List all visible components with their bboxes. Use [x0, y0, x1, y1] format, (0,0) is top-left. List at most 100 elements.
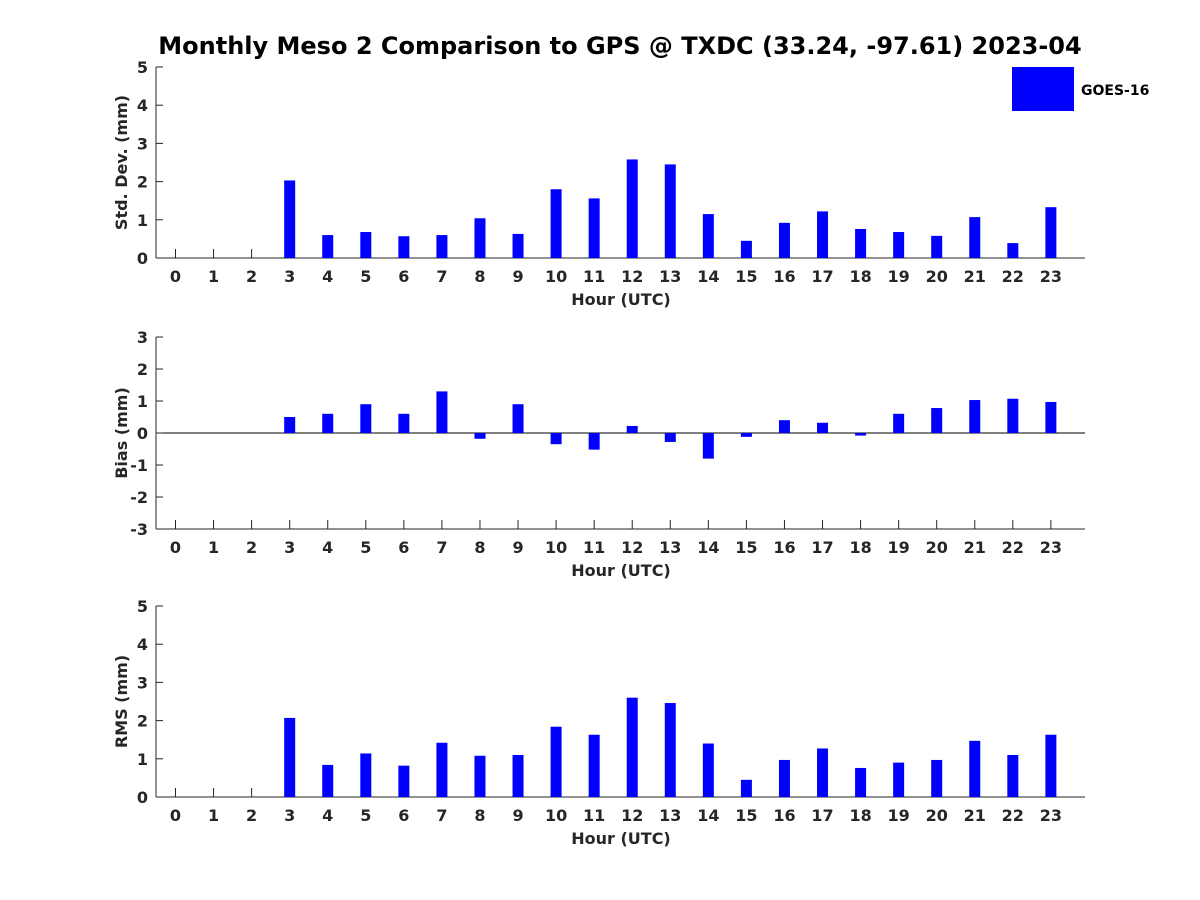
legend: GOES-16 [1012, 67, 1149, 111]
rms-xtick-label: 12 [621, 806, 643, 825]
bias-bar [474, 433, 486, 439]
rms-bar [702, 743, 714, 797]
stddev-xlabel: Hour (UTC) [571, 290, 671, 309]
figure-title: Monthly Meso 2 Comparison to GPS @ TXDC … [158, 32, 1081, 60]
bias-ytick-label: 0 [137, 424, 148, 443]
rms-bar [931, 759, 943, 797]
bias-ytick-label: 2 [137, 360, 148, 379]
bias-bar [626, 425, 638, 433]
bias-bar [817, 422, 829, 433]
bias-bar [778, 420, 790, 433]
stddev-bar [588, 198, 600, 258]
bias-xtick-label: 16 [773, 538, 795, 557]
stddev-xtick-label: 16 [773, 267, 795, 286]
rms-bar [855, 767, 867, 797]
stddev-xtick-label: 8 [474, 267, 485, 286]
stddev-xtick-label: 22 [1002, 267, 1024, 286]
rms-xtick-label: 16 [773, 806, 795, 825]
rms-xtick-label: 5 [360, 806, 371, 825]
stddev-bar [1007, 243, 1019, 258]
rms-bar [436, 742, 448, 797]
stddev-xtick-label: 2 [246, 267, 257, 286]
rms-bar [740, 779, 752, 797]
bias-xtick-label: 18 [849, 538, 871, 557]
bias-bar [664, 433, 676, 442]
stddev-xtick-label: 10 [545, 267, 567, 286]
bias-bar [1007, 398, 1019, 433]
rms-bar [817, 748, 829, 797]
rms-xtick-label: 20 [926, 806, 948, 825]
stddev-bar [284, 180, 296, 258]
stddev-ytick-label: 3 [137, 134, 148, 153]
rms-bar [550, 726, 562, 797]
rms-xtick-label: 17 [811, 806, 833, 825]
rms-xtick-label: 23 [1040, 806, 1062, 825]
rms-xtick-label: 9 [512, 806, 523, 825]
bias-bar [360, 404, 372, 433]
rms-xtick-label: 1 [208, 806, 219, 825]
stddev-bar [893, 232, 905, 258]
bias-bar [1045, 401, 1057, 433]
rms-bar [398, 765, 410, 797]
bias-bar [284, 417, 296, 433]
rms-bar [1007, 754, 1019, 797]
bias-xtick-label: 6 [398, 538, 409, 557]
stddev-xtick-label: 6 [398, 267, 409, 286]
rms-ytick-label: 1 [137, 750, 148, 769]
rms-xtick-label: 22 [1002, 806, 1024, 825]
stddev-xtick-label: 11 [583, 267, 605, 286]
bias-ytick-label: -1 [130, 456, 148, 475]
rms-xtick-label: 18 [849, 806, 871, 825]
bias-ytick-label: 3 [137, 328, 148, 347]
bias-xtick-label: 14 [697, 538, 719, 557]
stddev-bar [817, 211, 829, 258]
bias-xtick-label: 11 [583, 538, 605, 557]
stddev-bar [1045, 207, 1057, 258]
stddev-xtick-label: 18 [849, 267, 871, 286]
stddev-bar [626, 159, 638, 258]
rms-bar [322, 764, 334, 797]
bias-ylabel: Bias (mm) [112, 387, 131, 479]
stddev-bar [855, 228, 867, 258]
stddev-bar [474, 218, 486, 258]
stddev-ytick-label: 1 [137, 211, 148, 230]
stddev-ytick-label: 5 [137, 58, 148, 77]
rms-xtick-label: 11 [583, 806, 605, 825]
stddev-bar [740, 240, 752, 258]
legend-swatch [1012, 67, 1074, 111]
bias-xtick-label: 9 [512, 538, 523, 557]
rms-xtick-label: 3 [284, 806, 295, 825]
stddev-bar [778, 222, 790, 258]
stddev-xtick-label: 15 [735, 267, 757, 286]
stddev-xtick-label: 19 [888, 267, 910, 286]
bias-bar [702, 433, 714, 459]
stddev-xtick-label: 12 [621, 267, 643, 286]
rms-xtick-label: 8 [474, 806, 485, 825]
rms-xtick-label: 14 [697, 806, 719, 825]
bias-bar [855, 433, 867, 436]
bias-bar [322, 413, 334, 433]
rms-xtick-label: 15 [735, 806, 757, 825]
bias-xlabel: Hour (UTC) [571, 561, 671, 580]
bias-xtick-label: 22 [1002, 538, 1024, 557]
bias-xtick-label: 15 [735, 538, 757, 557]
bias-ytick-label: -3 [130, 520, 148, 539]
bias-bar [931, 408, 943, 433]
stddev-bar [702, 214, 714, 258]
bias-xtick-label: 7 [436, 538, 447, 557]
rms-bar [284, 717, 296, 797]
stddev-bar [322, 235, 334, 258]
rms-ytick-label: 4 [137, 635, 148, 654]
bias-bar [398, 413, 410, 433]
bias-xtick-label: 0 [170, 538, 181, 557]
stddev-xtick-label: 9 [512, 267, 523, 286]
rms-ytick-label: 0 [137, 788, 148, 807]
stddev-xtick-label: 1 [208, 267, 219, 286]
bias-bar [588, 433, 600, 450]
rms-bar [474, 755, 486, 797]
rms-xtick-label: 13 [659, 806, 681, 825]
bias-bar [512, 404, 524, 433]
bias-bar [550, 433, 562, 445]
